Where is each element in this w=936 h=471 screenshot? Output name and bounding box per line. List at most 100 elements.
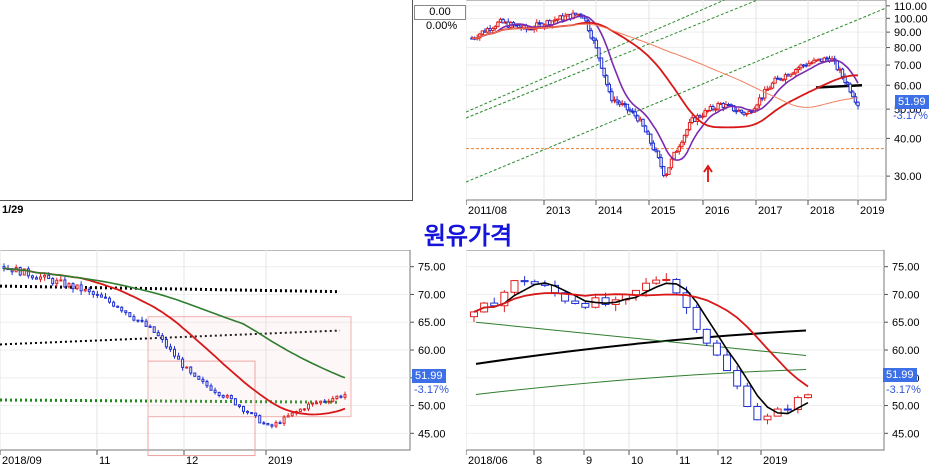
candle-body — [633, 111, 637, 117]
candle-body — [702, 328, 711, 344]
candle-body — [193, 372, 197, 377]
candle-body — [825, 57, 829, 60]
candle-body — [136, 319, 140, 322]
date-tick-label: 11 — [99, 455, 110, 467]
candle-body — [302, 408, 306, 411]
candle-body — [778, 77, 782, 81]
gridlines — [466, 0, 886, 200]
price-tick-label: 100.00 — [894, 13, 928, 25]
candle-body — [636, 115, 640, 122]
candle-body — [742, 111, 746, 115]
candle-body — [654, 149, 658, 152]
last-change-label: -3.17% — [893, 110, 928, 122]
candle-body — [500, 291, 509, 307]
candle-body — [160, 335, 164, 340]
candle-body — [674, 150, 679, 153]
price-tick-label: 60.00 — [418, 345, 446, 357]
candle-body — [501, 18, 505, 24]
candle-body — [809, 62, 814, 65]
candle-body — [706, 109, 710, 112]
pct-label: 0.00% — [426, 20, 458, 32]
candle-body — [59, 279, 63, 282]
candle-body — [185, 366, 189, 369]
candle-body — [30, 275, 34, 279]
candle-body — [589, 30, 593, 39]
price-tick-label: 90.00 — [894, 27, 922, 39]
candle-body — [339, 395, 343, 398]
candle-body — [712, 342, 721, 356]
candle-body — [229, 395, 233, 400]
candle-body — [242, 405, 246, 412]
candle-body — [594, 39, 599, 49]
candle-body — [331, 398, 335, 402]
candle-body — [845, 81, 850, 85]
candle-body — [796, 67, 801, 71]
candle-body — [646, 131, 650, 135]
price-tick-label: 75.00 — [892, 262, 920, 274]
candle-body — [581, 302, 590, 308]
candle-body — [99, 294, 103, 298]
price-tick-label: 75.00 — [418, 262, 446, 274]
candle-body — [744, 113, 749, 116]
candle-body — [177, 355, 181, 360]
candle-body — [323, 400, 327, 403]
candle-body — [545, 20, 549, 26]
last-price-badge-b: 51.99 — [412, 369, 446, 383]
candle-body — [814, 59, 819, 62]
candle-body — [493, 26, 498, 30]
candle-body — [164, 338, 168, 348]
candle-body — [685, 129, 689, 136]
candle-body — [631, 289, 640, 296]
price-tick-label: 60.00 — [894, 80, 922, 92]
date-tick-label: 12 — [720, 455, 732, 467]
candle-body — [120, 306, 124, 312]
candle-body — [838, 68, 842, 71]
trend-channel-line — [466, 7, 887, 183]
candle-body — [773, 77, 777, 84]
candle-body — [274, 422, 278, 427]
candle-body — [558, 15, 562, 20]
candle-body — [51, 278, 55, 285]
candle-body — [711, 106, 715, 110]
candle-body — [278, 422, 282, 425]
candle-body — [233, 398, 237, 406]
candle-body — [553, 19, 557, 22]
date-tick-label: 2018/09 — [2, 455, 42, 467]
date-tick-label: 2015 — [651, 205, 675, 217]
date-tick-label: 2017 — [758, 205, 782, 217]
candle-body — [793, 397, 802, 411]
price-tick-label: 50.00 — [892, 401, 920, 413]
candle-body — [677, 146, 681, 152]
candle-body — [168, 346, 172, 350]
candle-body — [571, 300, 580, 304]
candle-body — [103, 296, 107, 299]
date-tick-label: 2018 — [810, 205, 834, 217]
date-tick-label: 2016 — [705, 205, 729, 217]
candle-body — [765, 88, 770, 91]
candle-body — [258, 415, 262, 424]
price-tick-label: 50.00 — [418, 401, 446, 413]
date-label: 1/29 — [2, 204, 24, 216]
last-change-label-b: -3.17% — [414, 384, 449, 396]
candle-body — [254, 412, 258, 417]
price-tick-label: 70.00 — [894, 60, 922, 72]
candle-body — [319, 400, 323, 404]
candle-body — [221, 394, 225, 398]
candle-body — [209, 385, 213, 391]
candle-body — [757, 97, 762, 106]
candle-body — [560, 15, 565, 21]
candle-body — [718, 103, 723, 106]
candle-body — [783, 74, 788, 80]
candle-body — [483, 30, 487, 33]
date-tick-label: 2019 — [763, 455, 787, 467]
price-tick-label: 40.00 — [894, 133, 922, 145]
candle-body — [851, 91, 855, 98]
value-box: 0.00 — [414, 5, 466, 20]
candle-body — [729, 104, 733, 107]
candle-body — [641, 118, 645, 127]
candle-body — [642, 282, 651, 291]
candle-body — [327, 400, 331, 403]
candle-body — [490, 302, 499, 307]
candle-body — [721, 103, 725, 109]
dotted-line — [0, 284, 341, 294]
